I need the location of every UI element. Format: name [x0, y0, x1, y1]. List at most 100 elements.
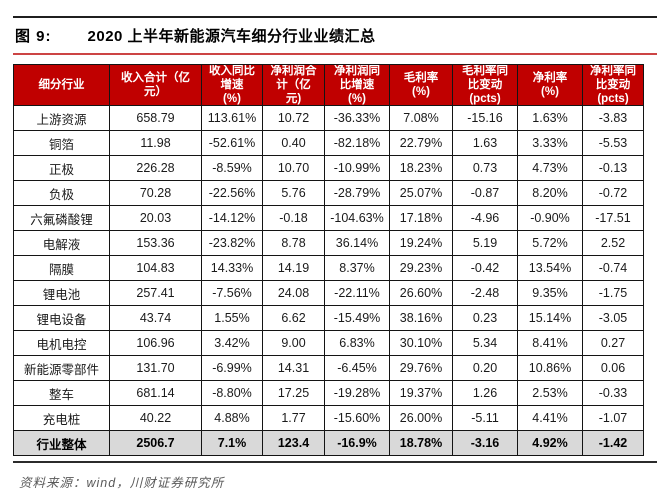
table-cell: 113.61% — [201, 105, 263, 131]
table-cell: 38.16% — [389, 305, 453, 331]
header-cell: 毛利率 (%) — [389, 64, 453, 106]
top-rule — [13, 16, 657, 18]
table-row: 铜箔 11.98 -52.61% 0.40 -82.18% 22.79% 1.63 3.33%… — [13, 130, 644, 156]
table-cell: -52.61% — [201, 130, 263, 156]
table-cell: 70.28 — [109, 180, 202, 206]
table-cell: -23.82% — [201, 230, 263, 256]
table-cell: 18.23% — [389, 155, 453, 181]
table-cell: 8.37% — [324, 255, 390, 281]
table-cell: -28.79% — [324, 180, 390, 206]
row-label: 新能源零部件 — [13, 355, 110, 381]
row-label: 上游资源 — [13, 105, 110, 131]
table-cell: 19.24% — [389, 230, 453, 256]
table-cell: -15.49% — [324, 305, 390, 331]
table-cell: 4.92% — [517, 430, 583, 456]
table-row: 负极 70.28 -22.56% 5.76 -28.79% 25.07% -0.87 8.20… — [13, 180, 644, 206]
table-cell: 4.88% — [201, 405, 263, 431]
table-cell: 153.36 — [109, 230, 202, 256]
header-cell: 收入合计（亿 元） — [109, 64, 202, 106]
table-cell: -7.56% — [201, 280, 263, 306]
table-row: 整车 681.14 -8.80% 17.25 -19.28% 19.37% 1.26 2.53… — [13, 380, 644, 406]
table-cell: -0.13 — [582, 155, 644, 181]
table-cell: 0.23 — [452, 305, 518, 331]
table-cell: -6.45% — [324, 355, 390, 381]
table-cell: 19.37% — [389, 380, 453, 406]
table-cell: -3.83 — [582, 105, 644, 131]
table-cell: 2.52 — [582, 230, 644, 256]
row-label: 负极 — [13, 180, 110, 206]
table-cell: 3.42% — [201, 330, 263, 356]
table-cell: 1.26 — [452, 380, 518, 406]
table-cell: 11.98 — [109, 130, 202, 156]
header-cell: 细分行业 — [13, 64, 110, 106]
table-cell: 0.40 — [262, 130, 325, 156]
table-cell: -104.63% — [324, 205, 390, 231]
row-label: 行业整体 — [13, 430, 110, 456]
table-cell: 26.00% — [389, 405, 453, 431]
table-cell: -10.99% — [324, 155, 390, 181]
table-cell: -0.18 — [262, 205, 325, 231]
table-cell: -0.72 — [582, 180, 644, 206]
table-row: 六氟磷酸锂 20.03 -14.12% -0.18 -104.63% 17.18% -4.9… — [13, 205, 644, 231]
table-cell: 5.34 — [452, 330, 518, 356]
table-cell: 2506.7 — [109, 430, 202, 456]
table-cell: 2.53% — [517, 380, 583, 406]
table-cell: 5.19 — [452, 230, 518, 256]
row-label: 锂电池 — [13, 280, 110, 306]
table-cell: 10.72 — [262, 105, 325, 131]
table-cell: -2.48 — [452, 280, 518, 306]
table-cell: 123.4 — [262, 430, 325, 456]
table-cell: 0.06 — [582, 355, 644, 381]
table-cell: -1.42 — [582, 430, 644, 456]
table-cell: 30.10% — [389, 330, 453, 356]
table-cell: 10.86% — [517, 355, 583, 381]
table-row: 充电桩 40.22 4.88% 1.77 -15.60% 26.00% -5.11 4.41%… — [13, 405, 644, 431]
table-cell: 17.25 — [262, 380, 325, 406]
table-cell: 4.73% — [517, 155, 583, 181]
table-cell: -15.16 — [452, 105, 518, 131]
table-cell: 5.76 — [262, 180, 325, 206]
table-cell: 8.78 — [262, 230, 325, 256]
table-row: 锂电设备 43.74 1.55% 6.62 -15.49% 38.16% 0.23 15.14… — [13, 305, 644, 331]
table-cell: -22.56% — [201, 180, 263, 206]
table-cell: -19.28% — [324, 380, 390, 406]
table-cell: 1.77 — [262, 405, 325, 431]
table-cell: 4.41% — [517, 405, 583, 431]
table-cell: -4.96 — [452, 205, 518, 231]
table-cell: 40.22 — [109, 405, 202, 431]
table-cell: -36.33% — [324, 105, 390, 131]
row-label: 电机电控 — [13, 330, 110, 356]
table-row: 电机电控 106.96 3.42% 9.00 6.83% 30.10% 5.34 8.41% 0… — [13, 330, 644, 356]
row-label: 锂电设备 — [13, 305, 110, 331]
table-cell: 104.83 — [109, 255, 202, 281]
table-cell: 14.33% — [201, 255, 263, 281]
table-cell: -3.16 — [452, 430, 518, 456]
performance-table: 细分行业 收入合计（亿 元） 收入同比 增速 (%) 净利润合 计（亿 元) 净利润同 … — [13, 64, 644, 456]
table-cell: 9.35% — [517, 280, 583, 306]
header-cell: 净利率 (%) — [517, 64, 583, 106]
row-label: 六氟磷酸锂 — [13, 205, 110, 231]
table-cell: 43.74 — [109, 305, 202, 331]
total-row: 行业整体 2506.7 7.1% 123.4 -16.9% 18.78% -3.16 4.92… — [13, 430, 644, 456]
table-cell: 7.1% — [201, 430, 263, 456]
table-cell: 3.33% — [517, 130, 583, 156]
header-cell: 毛利率同 比变动 (pcts) — [452, 64, 518, 106]
table-cell: 18.78% — [389, 430, 453, 456]
table-cell: 1.63 — [452, 130, 518, 156]
table-cell: -6.99% — [201, 355, 263, 381]
table-cell: -16.9% — [324, 430, 390, 456]
header-cell: 净利润合 计（亿 元) — [262, 64, 325, 106]
table-cell: 29.23% — [389, 255, 453, 281]
table-cell: 29.76% — [389, 355, 453, 381]
row-label: 充电桩 — [13, 405, 110, 431]
table-row: 锂电池 257.41 -7.56% 24.08 -22.11% 26.60% -2.48 9.… — [13, 280, 644, 306]
table-row: 新能源零部件 131.70 -6.99% 14.31 -6.45% 29.76% 0.20 1… — [13, 355, 644, 381]
table-cell: 681.14 — [109, 380, 202, 406]
row-label: 正极 — [13, 155, 110, 181]
table-cell: 1.63% — [517, 105, 583, 131]
table-cell: 5.72% — [517, 230, 583, 256]
header-cell: 净利润同 比增速 (%) — [324, 64, 390, 106]
table-cell: -8.59% — [201, 155, 263, 181]
table-cell: -1.07 — [582, 405, 644, 431]
